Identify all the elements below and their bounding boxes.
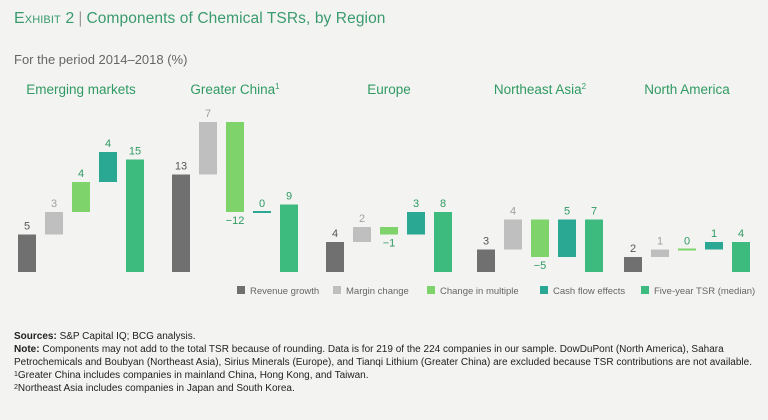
bar-multiple [531, 219, 549, 257]
value-label-revenue: 3 [483, 236, 489, 248]
region-name: Emerging markets [26, 82, 136, 97]
bar-revenue [624, 257, 642, 272]
sources-text: S&P Capital IQ; BCG analysis. [59, 331, 196, 342]
note-label: Note: [14, 344, 40, 355]
value-label-multiple: −5 [534, 260, 547, 272]
bar-cashflow [407, 212, 425, 235]
value-label-tsr: 7 [591, 206, 597, 218]
value-label-margin: 4 [510, 206, 516, 218]
title-separator: | [78, 10, 83, 27]
panel-3: Northeast Asia2 3 4 −5 5 7 [477, 82, 603, 272]
region-footnote: 2 [582, 82, 587, 91]
legend-label-tsr: Five-year TSR (median) [654, 286, 755, 297]
legend-label-multiple: Change in multiple [440, 286, 519, 297]
value-label-revenue: 5 [24, 221, 30, 233]
bar-cashflow [253, 211, 271, 213]
region-title: Europe [367, 82, 411, 97]
value-label-cashflow: 5 [564, 206, 570, 218]
legend: Revenue growth Margin change Change in mul… [237, 286, 755, 297]
chart-notes: Sources: S&P Capital IQ; BCG analysis. N… [14, 330, 759, 395]
bar-tsr [126, 159, 144, 272]
value-label-margin: 1 [657, 236, 663, 248]
value-label-tsr: 8 [440, 198, 446, 210]
legend-swatch-revenue [237, 286, 245, 294]
footnote-1-mark: 1 [14, 371, 18, 378]
legend-label-margin: Margin change [346, 286, 409, 297]
region-name: Northeast Asia [494, 82, 582, 97]
bar-multiple [72, 182, 90, 212]
footnote-2-mark: 2 [14, 384, 18, 391]
note-text: Components may not add to the total TSR … [14, 344, 752, 368]
bar-multiple [380, 227, 398, 235]
value-label-multiple: 4 [78, 168, 84, 180]
bar-multiple [226, 122, 244, 212]
region-title: North America [644, 82, 730, 97]
bar-tsr [280, 204, 298, 272]
bar-cashflow [558, 219, 576, 257]
value-label-multiple: 0 [684, 236, 690, 248]
exhibit-number: Exhibit 2 [14, 10, 75, 27]
panel-1: Greater China1 13 7 −12 0 9 [172, 82, 298, 272]
bar-cashflow [99, 152, 117, 182]
value-label-cashflow: 3 [413, 198, 419, 210]
panel-4: North America 2 1 0 1 4 [624, 82, 750, 272]
sources-line: Sources: S&P Capital IQ; BCG analysis. [14, 330, 759, 343]
bar-margin [353, 227, 371, 242]
region-title: Emerging markets [26, 82, 136, 97]
chart-subtitle: For the period 2014–2018 (%) [14, 52, 188, 67]
bar-margin [199, 122, 217, 175]
chart-title: Components of Chemical TSRs, by Region [86, 10, 386, 27]
footnote-2: 2Northeast Asia includes companies in Ja… [14, 382, 759, 395]
value-label-multiple: −12 [226, 215, 245, 227]
legend-swatch-margin [333, 286, 341, 294]
legend-swatch-multiple [427, 286, 435, 294]
bar-tsr [434, 212, 452, 272]
bar-tsr [732, 242, 750, 272]
panel-0: Emerging markets 5 3 4 4 15 [18, 82, 144, 272]
bar-revenue [326, 242, 344, 272]
region-name: Greater China [190, 82, 275, 97]
legend-swatch-cashflow [540, 286, 548, 294]
region-name: Europe [367, 82, 411, 97]
footnote-1-text: Greater China includes companies in main… [17, 370, 369, 381]
bar-margin [504, 219, 522, 250]
bar-multiple [678, 248, 696, 251]
note-line: Note: Components may not add to the tota… [14, 343, 759, 369]
region-footnote: 1 [275, 82, 280, 91]
value-label-margin: 7 [205, 108, 211, 120]
value-label-revenue: 4 [332, 228, 338, 240]
region-title: Northeast Asia2 [494, 82, 587, 97]
bar-revenue [477, 249, 495, 272]
bar-margin [45, 212, 63, 235]
region-name: North America [644, 82, 730, 97]
value-label-multiple: −1 [383, 238, 396, 250]
region-title: Greater China1 [190, 82, 280, 97]
bar-cashflow [705, 242, 723, 250]
value-label-tsr: 9 [286, 191, 292, 203]
value-label-margin: 2 [359, 213, 365, 225]
value-label-revenue: 13 [175, 161, 187, 173]
value-label-cashflow: 0 [259, 198, 265, 210]
sources-label: Sources: [14, 331, 57, 342]
legend-label-cashflow: Cash flow effects [553, 286, 625, 297]
value-label-margin: 3 [51, 198, 57, 210]
bar-margin [651, 249, 669, 257]
value-label-tsr: 4 [738, 228, 744, 240]
legend-label-revenue: Revenue growth [250, 286, 319, 297]
value-label-revenue: 2 [630, 243, 636, 255]
legend-swatch-tsr [641, 286, 649, 294]
bar-revenue [172, 174, 190, 272]
bar-tsr [585, 219, 603, 272]
value-label-tsr: 15 [129, 146, 141, 158]
bar-revenue [18, 234, 36, 272]
footnote-1: 1Greater China includes companies in mai… [14, 369, 759, 382]
exhibit-title: Exhibit 2 | Components of Chemical TSRs, b… [14, 10, 386, 28]
footnote-2-text: Northeast Asia includes companies in Jap… [17, 383, 295, 394]
panel-2: Europe 4 2 −1 3 8 [326, 82, 452, 272]
value-label-cashflow: 4 [105, 138, 111, 150]
value-label-cashflow: 1 [711, 228, 717, 240]
